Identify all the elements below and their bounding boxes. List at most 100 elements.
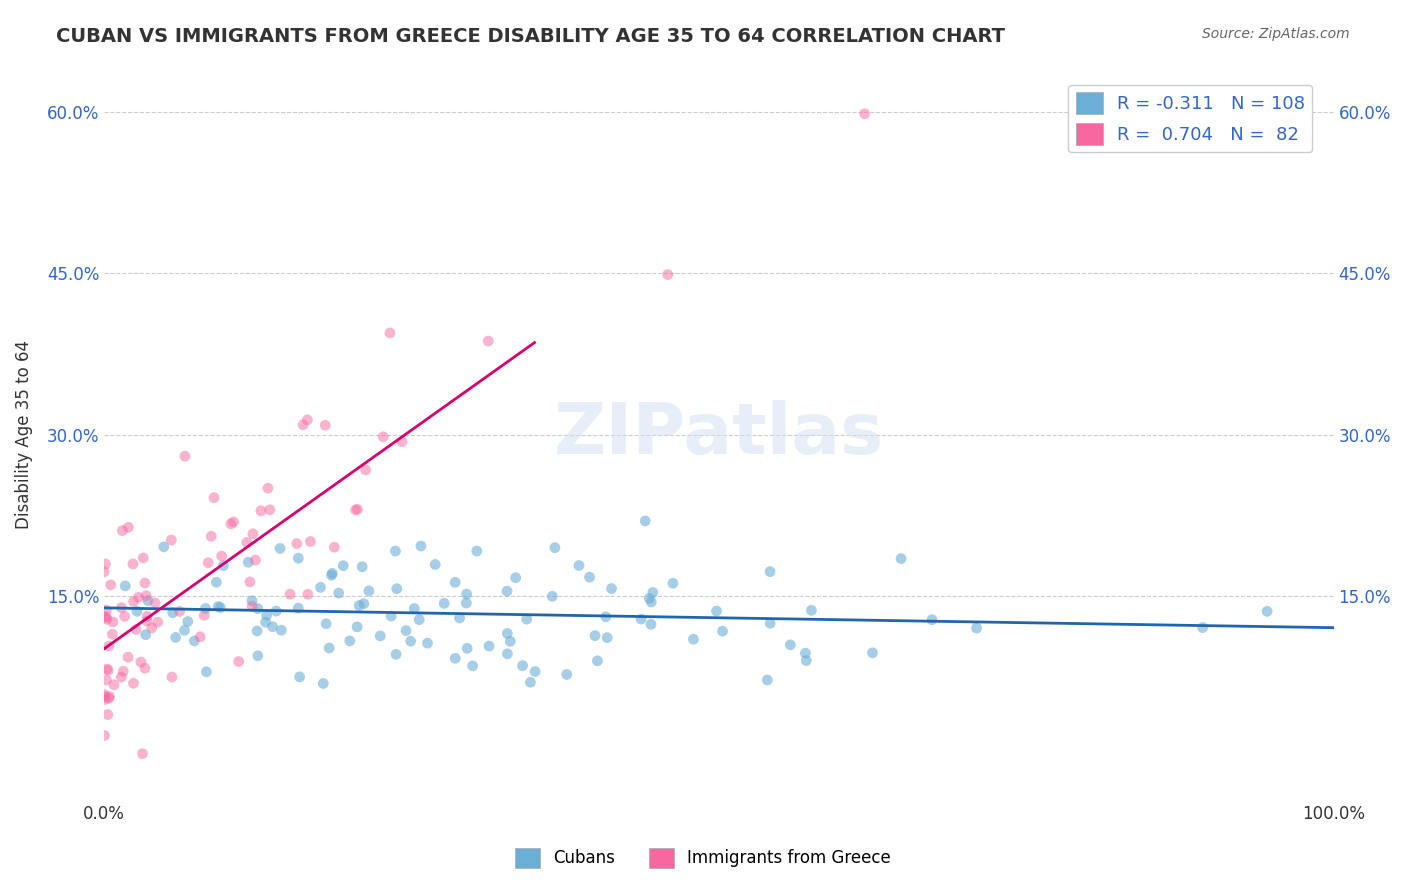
Point bbox=[110, 600, 132, 615]
Point bbox=[640, 595, 662, 609]
Point bbox=[200, 529, 222, 543]
Point bbox=[596, 631, 619, 645]
Point bbox=[128, 591, 150, 605]
Point bbox=[568, 558, 591, 573]
Point bbox=[270, 624, 292, 638]
Point bbox=[114, 579, 136, 593]
Point bbox=[352, 559, 374, 574]
Point bbox=[122, 676, 145, 690]
Point bbox=[219, 516, 242, 531]
Point bbox=[188, 630, 211, 644]
Point bbox=[259, 503, 281, 517]
Point bbox=[321, 568, 343, 582]
Point bbox=[287, 601, 309, 615]
Point bbox=[315, 616, 337, 631]
Point bbox=[97, 707, 120, 722]
Point bbox=[759, 616, 782, 631]
Point bbox=[103, 678, 125, 692]
Point bbox=[169, 604, 191, 618]
Point bbox=[328, 586, 350, 600]
Point bbox=[93, 688, 115, 702]
Point bbox=[595, 610, 617, 624]
Point bbox=[285, 536, 308, 550]
Point bbox=[111, 524, 134, 538]
Point bbox=[287, 551, 309, 566]
Point bbox=[641, 585, 664, 599]
Point bbox=[541, 589, 564, 603]
Point bbox=[478, 639, 501, 653]
Point bbox=[93, 565, 115, 579]
Point bbox=[496, 647, 519, 661]
Point bbox=[254, 615, 277, 630]
Point bbox=[800, 603, 823, 617]
Point bbox=[353, 597, 375, 611]
Point bbox=[516, 612, 538, 626]
Point bbox=[890, 551, 912, 566]
Point bbox=[318, 640, 340, 655]
Point bbox=[177, 615, 200, 629]
Point bbox=[228, 655, 250, 669]
Point bbox=[94, 557, 117, 571]
Point bbox=[433, 596, 456, 610]
Point bbox=[600, 582, 623, 596]
Point bbox=[222, 515, 245, 529]
Point bbox=[112, 664, 135, 678]
Point bbox=[555, 667, 578, 681]
Point bbox=[96, 612, 118, 626]
Point bbox=[136, 609, 159, 624]
Point bbox=[449, 611, 471, 625]
Point bbox=[131, 747, 153, 761]
Point bbox=[143, 596, 166, 610]
Point bbox=[339, 634, 361, 648]
Point bbox=[239, 574, 262, 589]
Point bbox=[385, 582, 408, 596]
Point bbox=[135, 589, 157, 603]
Point bbox=[256, 608, 278, 623]
Point bbox=[477, 334, 499, 348]
Point bbox=[195, 665, 218, 679]
Point bbox=[332, 558, 354, 573]
Point bbox=[117, 650, 139, 665]
Point bbox=[399, 634, 422, 648]
Point bbox=[97, 691, 120, 706]
Point bbox=[662, 576, 685, 591]
Point bbox=[456, 596, 478, 610]
Point bbox=[207, 599, 229, 614]
Point bbox=[160, 670, 183, 684]
Text: CUBAN VS IMMIGRANTS FROM GREECE DISABILITY AGE 35 TO 64 CORRELATION CHART: CUBAN VS IMMIGRANTS FROM GREECE DISABILI… bbox=[56, 27, 1005, 45]
Point bbox=[711, 624, 734, 639]
Point bbox=[299, 534, 322, 549]
Point bbox=[756, 673, 779, 687]
Point bbox=[122, 594, 145, 608]
Point bbox=[682, 632, 704, 647]
Point bbox=[202, 491, 225, 505]
Point bbox=[197, 556, 219, 570]
Point bbox=[314, 418, 336, 433]
Point bbox=[706, 604, 728, 618]
Point bbox=[246, 601, 269, 615]
Point bbox=[125, 604, 148, 618]
Point bbox=[101, 627, 124, 641]
Point bbox=[152, 540, 174, 554]
Point bbox=[257, 481, 280, 495]
Point bbox=[211, 549, 233, 563]
Point bbox=[391, 434, 413, 449]
Point bbox=[240, 593, 263, 607]
Point bbox=[794, 646, 817, 660]
Point bbox=[524, 665, 547, 679]
Point bbox=[312, 676, 335, 690]
Point bbox=[183, 634, 205, 648]
Point bbox=[292, 417, 315, 432]
Point bbox=[278, 587, 301, 601]
Point bbox=[630, 612, 652, 626]
Point bbox=[98, 690, 121, 704]
Point bbox=[125, 623, 148, 637]
Point bbox=[347, 599, 370, 613]
Point bbox=[444, 651, 467, 665]
Point bbox=[132, 550, 155, 565]
Point bbox=[135, 614, 157, 628]
Point bbox=[110, 670, 132, 684]
Point bbox=[425, 558, 447, 572]
Point bbox=[94, 609, 117, 624]
Point bbox=[97, 663, 120, 677]
